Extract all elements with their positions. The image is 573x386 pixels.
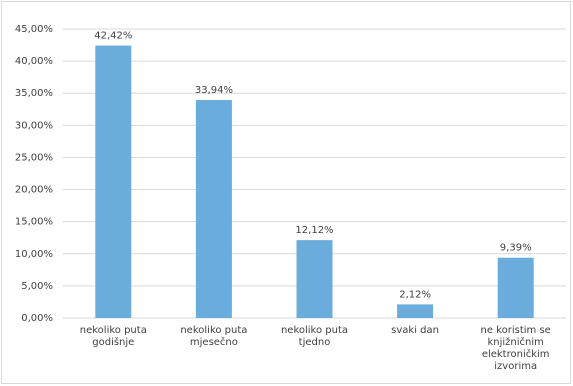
- data-label: 9,39%: [500, 243, 532, 254]
- data-label: 42,42%: [94, 31, 132, 42]
- y-tick-label: 5,00%: [21, 281, 53, 292]
- x-tick-label: ne koristim se knjižničnim elektroničkim…: [480, 325, 551, 372]
- y-tick-label: 40,00%: [15, 56, 53, 67]
- data-label: 12,12%: [295, 225, 333, 236]
- bar: [195, 100, 232, 318]
- x-tick-label: nekoliko puta mjesečno: [180, 325, 248, 348]
- y-tick-label: 45,00%: [15, 24, 53, 35]
- y-tick-label: 10,00%: [15, 249, 53, 260]
- x-tick-label: nekoliko puta godišnje: [79, 325, 147, 348]
- bar: [296, 240, 333, 318]
- y-tick-label: 25,00%: [15, 152, 53, 163]
- y-tick-label: 0,00%: [21, 313, 53, 324]
- bar: [397, 304, 434, 318]
- data-label: 2,12%: [399, 289, 431, 300]
- y-tick-label: 20,00%: [15, 185, 53, 196]
- bar: [497, 257, 534, 318]
- data-label: 33,94%: [195, 85, 233, 96]
- y-tick-label: 30,00%: [15, 120, 53, 131]
- y-tick-label: 15,00%: [15, 217, 53, 228]
- y-tick-label: 35,00%: [15, 88, 53, 99]
- bar: [95, 45, 132, 318]
- x-tick-label: svaki dan: [391, 325, 439, 336]
- x-tick-label: nekoliko puta tjedno: [280, 325, 349, 348]
